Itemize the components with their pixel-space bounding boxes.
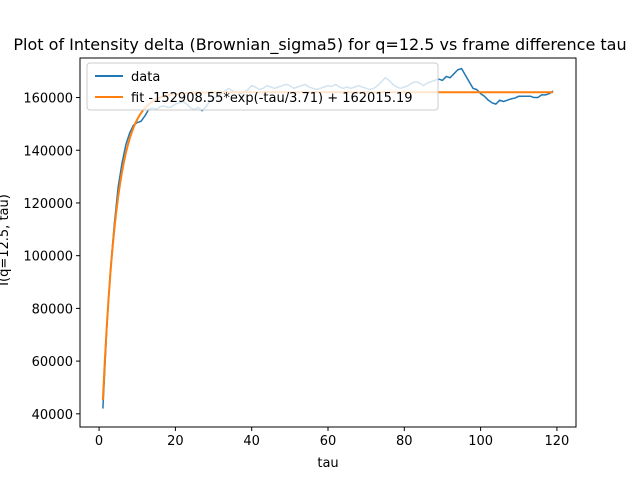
x-tick-label: 80 (396, 434, 413, 449)
legend-label-fit: fit -152908.55*exp(-tau/3.71) + 162015.1… (131, 91, 413, 106)
legend: data fit -152908.55*exp(-tau/3.71) + 162… (86, 62, 439, 111)
y-tick-label: 120000 (23, 197, 73, 212)
x-axis: 0 20 40 60 80 100 120 (95, 427, 569, 449)
chart-title: Plot of Intensity delta (Brownian_sigma5… (13, 35, 626, 55)
y-tick-label: 40000 (32, 408, 73, 423)
y-tick-label: 60000 (32, 355, 73, 370)
y-tick-label: 140000 (23, 144, 73, 159)
x-tick-label: 20 (167, 434, 184, 449)
legend-label-data: data (131, 70, 160, 85)
x-tick-label: 60 (320, 434, 337, 449)
y-tick-label: 100000 (23, 250, 73, 265)
y-tick-label: 80000 (32, 302, 73, 317)
x-tick-label: 0 (95, 434, 103, 449)
x-tick-label: 40 (243, 434, 260, 449)
y-tick-label: 160000 (23, 92, 73, 107)
y-axis-label: I(q=12.5, tau) (0, 194, 12, 286)
y-axis: 40000 60000 80000 100000 120000 140000 160000 (23, 92, 80, 423)
legend-box (86, 62, 439, 111)
x-axis-label: tau (317, 456, 338, 471)
x-tick-label: 120 (545, 434, 570, 449)
x-tick-label: 100 (468, 434, 493, 449)
